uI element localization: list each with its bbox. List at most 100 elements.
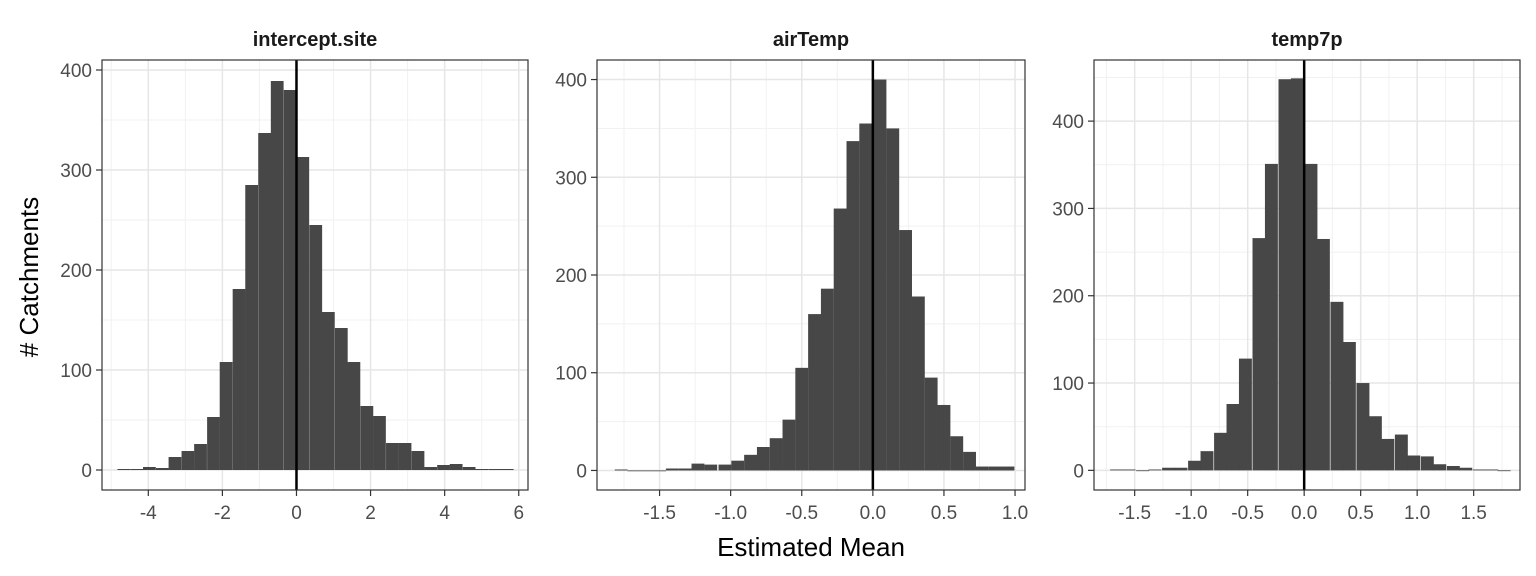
x-tick-label: -1.5 xyxy=(1118,503,1151,524)
y-tick-label: 300 xyxy=(1052,199,1084,220)
panel-1: airTemp -1.5 -1.0 -0.5 0.0 0.5 1.0 0 100 200 300 40… xyxy=(555,29,1028,524)
x-tick-label: 0.0 xyxy=(860,503,886,524)
histogram-bar xyxy=(155,468,169,470)
histogram-bar xyxy=(731,460,745,471)
x-axis-title: Estimated Mean xyxy=(717,532,905,562)
histogram-bar xyxy=(975,466,989,471)
histogram-bar xyxy=(1001,466,1015,471)
histogram-bar xyxy=(194,444,207,470)
y-tick-label: 100 xyxy=(555,364,587,385)
x-tick-label: -1.0 xyxy=(714,503,747,524)
histogram-bar xyxy=(924,377,938,471)
panel-title: airTemp xyxy=(773,29,849,51)
histogram-bar xyxy=(130,469,144,470)
y-tick-label: 300 xyxy=(60,161,92,182)
histogram-bar xyxy=(1433,464,1447,471)
histogram-bar xyxy=(1148,469,1162,471)
histogram-bar xyxy=(963,451,976,471)
histogram-bar xyxy=(500,469,514,470)
histogram-bar xyxy=(1304,163,1318,471)
x-tick-label: 0.5 xyxy=(931,503,957,524)
histogram-bar xyxy=(411,451,425,470)
x-tick-label: 0.5 xyxy=(1347,503,1373,524)
y-tick-label: 400 xyxy=(555,71,587,92)
histogram-bar xyxy=(1459,467,1473,471)
histogram-bar xyxy=(1316,238,1330,471)
x-tick-label: -2 xyxy=(214,503,231,524)
panel-frame xyxy=(101,59,529,491)
histogram-bar xyxy=(373,416,386,470)
histogram-bar xyxy=(691,463,705,471)
histogram-bar xyxy=(833,208,847,471)
histogram-bar xyxy=(258,133,272,470)
histogram-bar xyxy=(1497,470,1511,472)
histogram-bar xyxy=(665,468,679,471)
panel-title: temp7p xyxy=(1271,29,1342,51)
histogram-bar xyxy=(475,469,489,470)
histogram-bar xyxy=(309,225,323,470)
histogram-bar xyxy=(143,467,156,470)
histogram-bar xyxy=(614,469,628,471)
histogram-bar xyxy=(899,230,912,471)
histogram-bar xyxy=(398,443,412,470)
x-tick-label: -4 xyxy=(140,503,157,524)
panel-title: intercept.site xyxy=(253,29,377,51)
histogram-bar xyxy=(296,157,310,470)
x-tick-label: 4 xyxy=(439,503,450,524)
x-tick-label: -1.0 xyxy=(1175,503,1208,524)
histogram-bar xyxy=(704,464,718,471)
histogram-bar xyxy=(1136,470,1150,472)
histogram-bar xyxy=(232,289,246,470)
panels: intercept.site-4 -2 0 2 4 60100200300400airTe… xyxy=(60,29,1521,524)
histogram-bar xyxy=(1356,383,1370,471)
histogram-bar xyxy=(744,454,758,471)
x-tick-label: 1.5 xyxy=(1460,503,1486,524)
histogram-bar xyxy=(283,90,297,470)
histogram-bar xyxy=(1485,469,1499,471)
histogram-bar xyxy=(1214,432,1228,471)
x-tick-label: 1.0 xyxy=(1002,503,1028,524)
histogram-bar xyxy=(1330,301,1344,471)
histogram-bar xyxy=(1290,78,1304,471)
x-tick-label: 1.0 xyxy=(1404,503,1430,524)
histogram-bar xyxy=(347,362,361,470)
histogram-bar xyxy=(640,470,654,472)
x-tick-label: 0.0 xyxy=(1291,503,1317,524)
x-tick-label: -0.5 xyxy=(1231,503,1264,524)
histogram-bar xyxy=(678,468,692,471)
y-tick-label: 0 xyxy=(576,461,587,482)
histogram-bar xyxy=(795,367,809,471)
histogram-bar xyxy=(808,314,821,471)
x-tick-label: 0 xyxy=(291,503,302,524)
histogram-bar xyxy=(488,469,502,470)
y-axis-title: # Catchments xyxy=(14,197,44,357)
y-tick-label: 0 xyxy=(1073,461,1084,482)
histogram-bar xyxy=(1472,469,1486,471)
histogram-bar xyxy=(424,467,437,470)
x-tick-label: 6 xyxy=(513,503,524,524)
histogram-bar xyxy=(360,406,374,470)
histogram-bar xyxy=(1122,469,1136,471)
histogram-bar xyxy=(117,469,131,470)
histogram-bar xyxy=(181,451,195,470)
y-tick-label: 0 xyxy=(81,461,92,482)
histogram-bar xyxy=(653,470,666,472)
histogram-bar xyxy=(207,417,220,470)
histogram-bar xyxy=(911,296,925,471)
histogram-bar xyxy=(1188,460,1202,471)
histogram-bar xyxy=(1252,238,1266,471)
histogram-bar xyxy=(1238,358,1252,471)
histogram-bar xyxy=(245,185,259,470)
y-tick-label: 400 xyxy=(1052,112,1084,133)
histogram-bar xyxy=(1174,467,1188,471)
panel-frame xyxy=(1093,59,1521,491)
histogram-bar xyxy=(386,443,399,470)
y-tick-label: 200 xyxy=(60,261,92,282)
histogram-bar xyxy=(1264,163,1278,471)
histogram-bar xyxy=(1162,467,1176,471)
y-tick-label: 100 xyxy=(1052,374,1084,395)
histogram-bar xyxy=(820,288,834,471)
histogram-bar xyxy=(846,141,860,471)
x-tick-label: -1.5 xyxy=(643,503,676,524)
